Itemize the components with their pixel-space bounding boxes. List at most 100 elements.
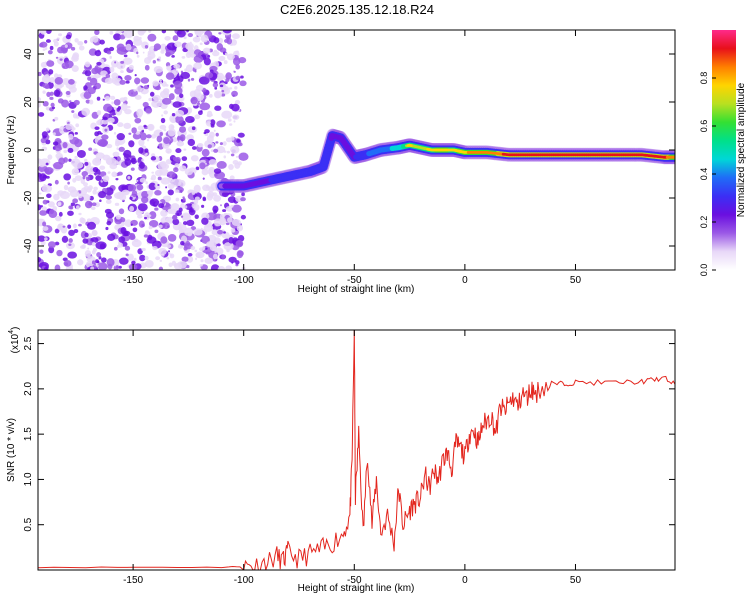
noise-speckle bbox=[94, 131, 100, 137]
noise-speckle bbox=[193, 203, 200, 211]
figure-title: C2E6.2025.135.12.18.R24 bbox=[280, 2, 434, 17]
noise-speckle bbox=[91, 229, 98, 237]
noise-speckle bbox=[49, 91, 54, 96]
noise-speckle bbox=[186, 255, 194, 263]
noise-speckle bbox=[58, 211, 63, 217]
noise-speckle bbox=[99, 171, 107, 177]
snr-y-label: SNR (10 * v/v) bbox=[6, 418, 17, 482]
noise-speckle bbox=[81, 244, 86, 249]
noise-speckle bbox=[230, 39, 238, 46]
noise-speckle bbox=[61, 235, 69, 243]
noise-speckle bbox=[228, 87, 233, 90]
noise-speckle bbox=[226, 36, 230, 40]
noise-speckle bbox=[199, 42, 203, 46]
noise-speckle bbox=[214, 250, 218, 253]
noise-speckle bbox=[165, 159, 172, 165]
noise-speckle bbox=[237, 161, 242, 166]
y-tick-label: 40 bbox=[23, 48, 34, 60]
noise-speckle bbox=[219, 142, 224, 146]
noise-speckle bbox=[216, 75, 222, 81]
noise-speckle bbox=[91, 202, 97, 207]
noise-speckle bbox=[124, 219, 133, 228]
noise-speckle bbox=[38, 235, 46, 242]
noise-speckle bbox=[48, 201, 55, 208]
noise-speckle bbox=[214, 237, 221, 244]
noise-speckle bbox=[139, 177, 147, 183]
noise-speckle bbox=[106, 258, 115, 267]
noise-speckle bbox=[99, 39, 105, 45]
noise-speckle bbox=[168, 93, 175, 100]
noise-speckle bbox=[116, 147, 119, 151]
noise-speckle bbox=[39, 41, 48, 48]
noise-speckle bbox=[132, 227, 138, 233]
noise-speckle bbox=[78, 45, 85, 51]
snr-multiplier-label: (x104) bbox=[8, 327, 21, 354]
noise-speckle bbox=[136, 184, 144, 191]
noise-speckle bbox=[130, 167, 135, 171]
noise-speckle bbox=[41, 184, 53, 193]
noise-speckle bbox=[235, 240, 244, 248]
noise-speckle bbox=[99, 199, 102, 203]
noise-speckle bbox=[123, 54, 128, 58]
noise-speckle bbox=[74, 155, 78, 159]
noise-speckle bbox=[124, 74, 132, 81]
noise-speckle bbox=[192, 36, 201, 43]
noise-speckle bbox=[147, 84, 150, 87]
noise-speckle bbox=[174, 156, 181, 163]
noise-speckle bbox=[133, 88, 137, 92]
noise-speckle bbox=[161, 30, 167, 34]
noise-speckle bbox=[119, 30, 123, 33]
noise-speckle bbox=[172, 35, 179, 42]
noise-speckle bbox=[53, 193, 60, 201]
noise-speckle bbox=[96, 110, 102, 116]
noise-speckle bbox=[125, 253, 129, 257]
noise-speckle bbox=[213, 37, 220, 44]
noise-speckle bbox=[180, 240, 185, 246]
noise-speckle bbox=[133, 257, 137, 262]
x-tick-label: -100 bbox=[234, 575, 254, 586]
noise-speckle bbox=[163, 136, 171, 145]
noise-speckle bbox=[140, 77, 150, 84]
noise-speckle bbox=[159, 168, 169, 176]
noise-speckle bbox=[159, 259, 163, 263]
noise-speckle bbox=[113, 99, 121, 106]
noise-speckle bbox=[213, 168, 222, 174]
noise-speckle bbox=[166, 244, 172, 249]
noise-speckle bbox=[184, 227, 194, 236]
snr-x-label: Height of straight line (km) bbox=[298, 583, 415, 594]
noise-speckle bbox=[193, 55, 204, 63]
noise-speckle bbox=[226, 248, 230, 253]
noise-speckle bbox=[127, 105, 131, 109]
noise-speckle bbox=[128, 140, 135, 148]
noise-speckle bbox=[148, 30, 152, 33]
noise-speckle bbox=[54, 241, 60, 246]
noise-speckle bbox=[138, 30, 147, 34]
noise-speckle bbox=[144, 216, 148, 220]
x-tick-label: -150 bbox=[123, 275, 143, 286]
noise-speckle bbox=[180, 215, 184, 218]
noise-speckle bbox=[42, 90, 46, 94]
noise-speckle bbox=[216, 161, 227, 169]
noise-speckle bbox=[138, 147, 144, 154]
noise-speckle bbox=[179, 226, 183, 230]
noise-speckle bbox=[40, 30, 47, 35]
noise-speckle bbox=[92, 189, 97, 195]
noise-speckle bbox=[88, 147, 93, 151]
noise-speckle bbox=[121, 103, 128, 111]
noise-speckle bbox=[174, 163, 180, 168]
noise-speckle bbox=[120, 221, 125, 227]
noise-speckle bbox=[77, 259, 84, 266]
noise-speckle bbox=[190, 246, 196, 251]
noise-speckle bbox=[141, 190, 149, 199]
noise-speckle bbox=[221, 110, 233, 119]
noise-speckle bbox=[121, 189, 130, 196]
noise-speckle bbox=[227, 118, 232, 122]
noise-speckle bbox=[144, 64, 150, 71]
noise-speckle bbox=[145, 107, 153, 114]
noise-speckle bbox=[142, 51, 145, 54]
noise-speckle bbox=[125, 80, 130, 84]
noise-speckle bbox=[224, 38, 229, 43]
noise-speckle bbox=[200, 259, 204, 263]
noise-speckle bbox=[65, 34, 72, 40]
noise-speckle bbox=[171, 113, 176, 117]
